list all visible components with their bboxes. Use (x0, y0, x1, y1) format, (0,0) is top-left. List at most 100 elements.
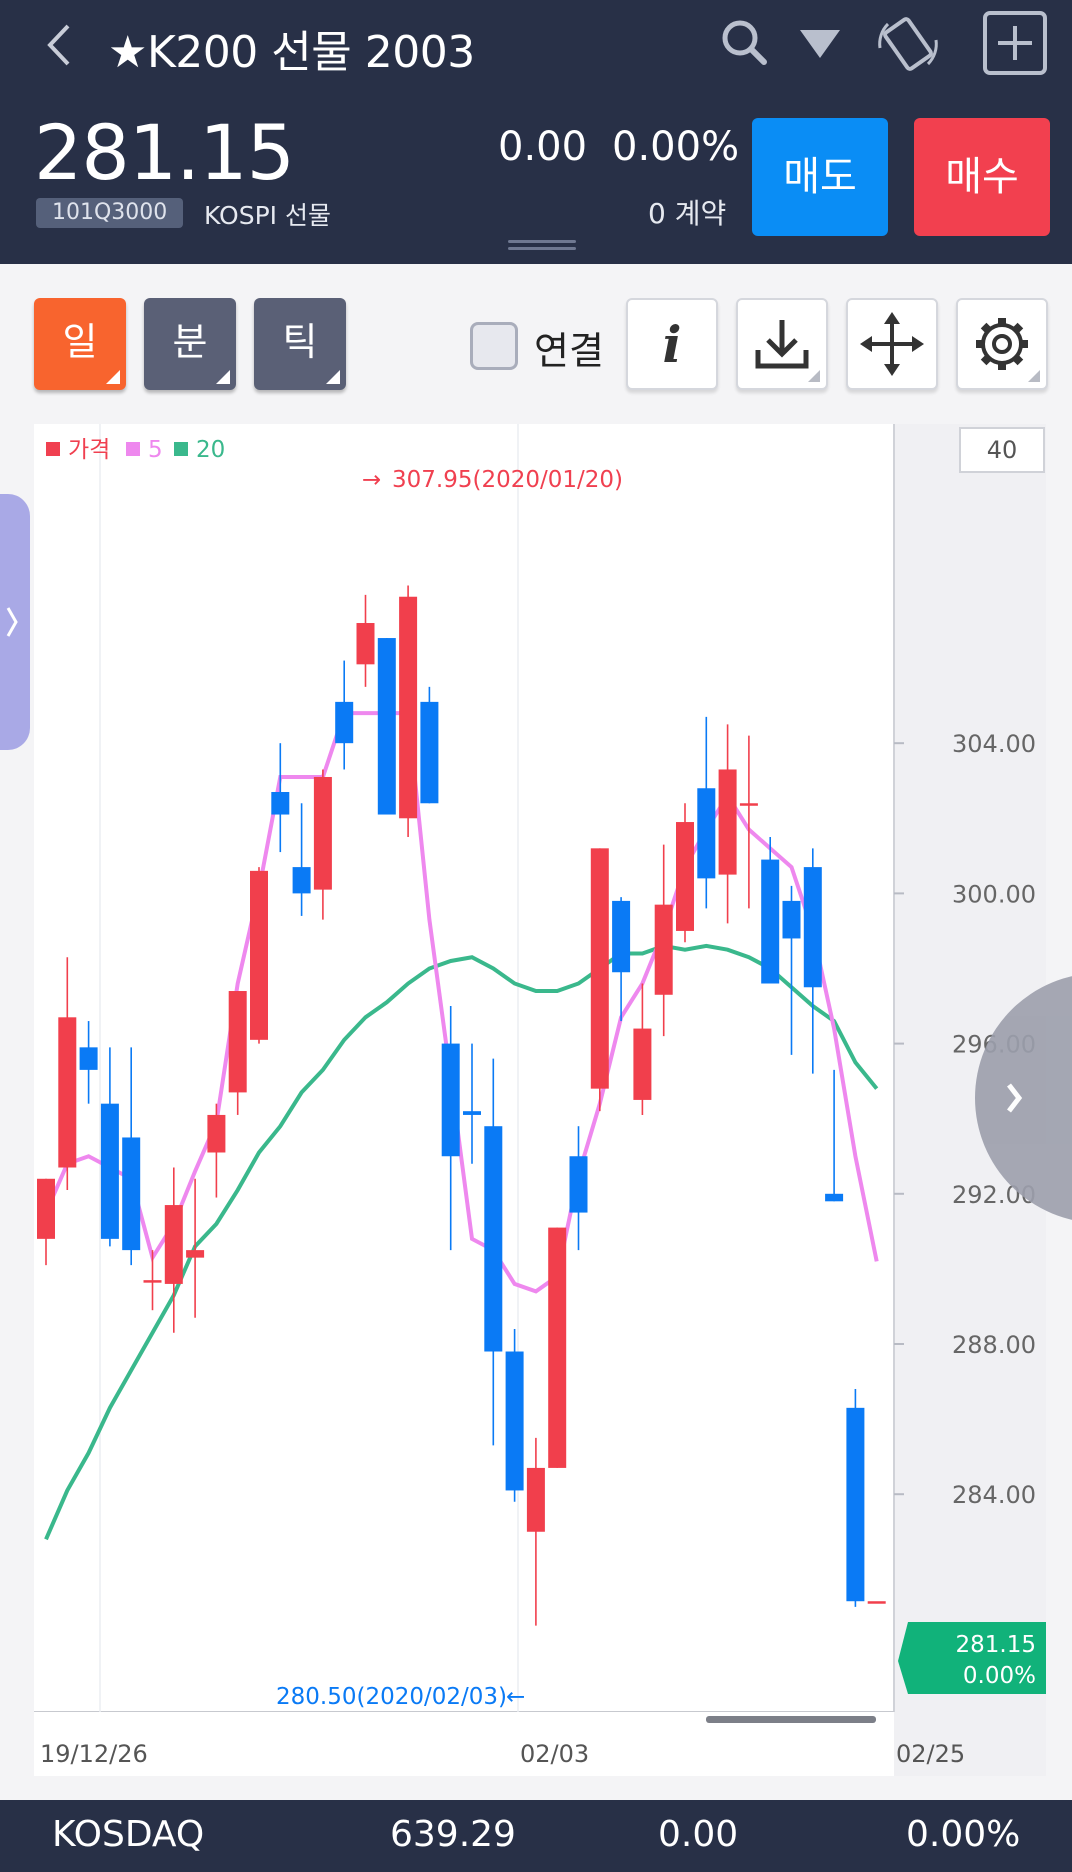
candle[interactable] (803, 848, 822, 1074)
candle[interactable] (58, 957, 77, 1191)
period-minute-label: 분 (172, 320, 208, 364)
candle[interactable] (356, 594, 375, 687)
candle[interactable] (697, 716, 716, 909)
candle[interactable] (164, 1167, 183, 1333)
back-icon[interactable] (40, 20, 80, 70)
move-button[interactable] (846, 298, 938, 390)
move-icon (860, 312, 924, 376)
index-name: KOSDAQ (52, 1814, 205, 1855)
volume-text: 0 계약 (648, 197, 727, 230)
add-icon[interactable] (982, 10, 1048, 76)
search-icon[interactable] (716, 14, 772, 70)
candle[interactable] (612, 897, 631, 1022)
candle[interactable] (377, 638, 396, 815)
candle[interactable] (505, 1328, 524, 1502)
candle[interactable] (718, 724, 737, 924)
y-tick-label: 300.00 (952, 880, 1036, 908)
candle[interactable] (207, 1103, 226, 1198)
candle[interactable] (292, 803, 311, 916)
info-icon: i (663, 315, 682, 374)
candle[interactable] (37, 1178, 55, 1266)
candle[interactable] (633, 983, 652, 1115)
settings-button[interactable] (956, 298, 1048, 390)
candle[interactable] (335, 660, 354, 770)
sell-button[interactable]: 매도 (752, 118, 888, 236)
candle[interactable] (399, 585, 418, 838)
connect-label: 연결 (534, 329, 604, 373)
x-label-start: 19/12/26 (40, 1740, 148, 1768)
ma20-line (44, 943, 879, 1541)
price-change: 0.00 (498, 124, 588, 170)
candle[interactable] (250, 867, 268, 1044)
y-tick-label: 288.00 (952, 1331, 1036, 1359)
side-panel-tab[interactable] (0, 494, 30, 750)
legend-swatch-ma20 (174, 442, 188, 456)
candle[interactable] (676, 803, 694, 943)
candle[interactable] (420, 686, 439, 804)
chart-area[interactable]: 가격 5 20 40 304.00300.00296.00292.00288.0… (0, 414, 1072, 1776)
candle[interactable] (654, 844, 673, 1037)
candle[interactable] (463, 1043, 481, 1164)
current-price: 281.15 (34, 108, 295, 197)
candle[interactable] (526, 1437, 545, 1626)
candle[interactable] (100, 1047, 119, 1247)
index-value: 639.29 (390, 1814, 516, 1855)
y-tick-label: 304.00 (952, 730, 1036, 758)
legend-swatch-price (46, 442, 60, 456)
candle[interactable] (143, 1250, 162, 1311)
svg-text:i: i (663, 315, 682, 374)
rotate-icon[interactable] (872, 14, 944, 74)
last-price-label: 281.15 (956, 1632, 1036, 1658)
buy-button[interactable]: 매수 (914, 118, 1050, 236)
period-tick-button[interactable]: 틱 (254, 298, 346, 390)
candle[interactable] (761, 837, 780, 984)
candle[interactable] (484, 1058, 503, 1446)
download-icon (755, 320, 809, 369)
page-title: ★K200 선물 2003 (108, 27, 475, 78)
download-button[interactable] (736, 298, 828, 390)
dropdown-icon[interactable] (792, 14, 848, 70)
x-label-mid: 02/03 (520, 1740, 589, 1768)
settings-icon (976, 318, 1028, 370)
legend-label-ma5: 5 (148, 437, 163, 463)
candle[interactable] (590, 848, 609, 1112)
ma5-line (44, 711, 879, 1294)
candle[interactable] (271, 743, 290, 853)
candle[interactable] (867, 1601, 886, 1604)
candle[interactable] (569, 1126, 588, 1251)
index-change: 0.00 (658, 1814, 739, 1855)
index-ticker-bar[interactable]: KOSDAQ 639.29 0.00 0.00% (0, 1800, 1072, 1872)
last-price-tag: 281.15 0.00% (898, 1622, 1046, 1694)
price-change-pct: 0.00% (612, 124, 740, 170)
market-name: KOSPI 선물 (204, 201, 331, 230)
candle[interactable] (313, 769, 332, 920)
next-page-button[interactable] (975, 973, 1072, 1223)
candle[interactable] (441, 1006, 460, 1251)
candle[interactable] (79, 1021, 98, 1104)
connect-checkbox[interactable] (470, 322, 518, 370)
candle[interactable] (186, 1178, 205, 1318)
period-tick-label: 틱 (282, 320, 318, 364)
count-label: 40 (987, 436, 1018, 464)
candle[interactable] (846, 1389, 865, 1607)
candle[interactable] (122, 1047, 141, 1266)
candle[interactable] (739, 735, 758, 909)
chart-toolbar: 일 분 틱 연결 i (0, 264, 1072, 414)
count-box[interactable]: 40 (959, 427, 1045, 473)
drag-handle[interactable] (508, 240, 576, 252)
info-button[interactable]: i (626, 298, 718, 390)
x-label-end: 02/25 (896, 1740, 965, 1768)
candle[interactable] (228, 991, 247, 1115)
candle[interactable] (782, 885, 801, 1055)
candle[interactable] (825, 1069, 844, 1202)
period-day-button[interactable]: 일 (34, 298, 126, 390)
period-minute-button[interactable]: 분 (144, 298, 236, 390)
chart-legend: 가격 5 20 (46, 437, 225, 463)
legend-label-price: 가격 (68, 437, 110, 463)
max-arrow: → (362, 467, 381, 493)
product-code-badge: 101Q3000 (36, 198, 184, 228)
candle[interactable] (548, 1227, 567, 1468)
horizontal-scrollbar[interactable] (706, 1716, 876, 1723)
last-change-label: 0.00% (963, 1663, 1036, 1689)
candlestick-chart[interactable]: 가격 5 20 40 304.00300.00296.00292.00288.0… (0, 414, 1072, 1776)
